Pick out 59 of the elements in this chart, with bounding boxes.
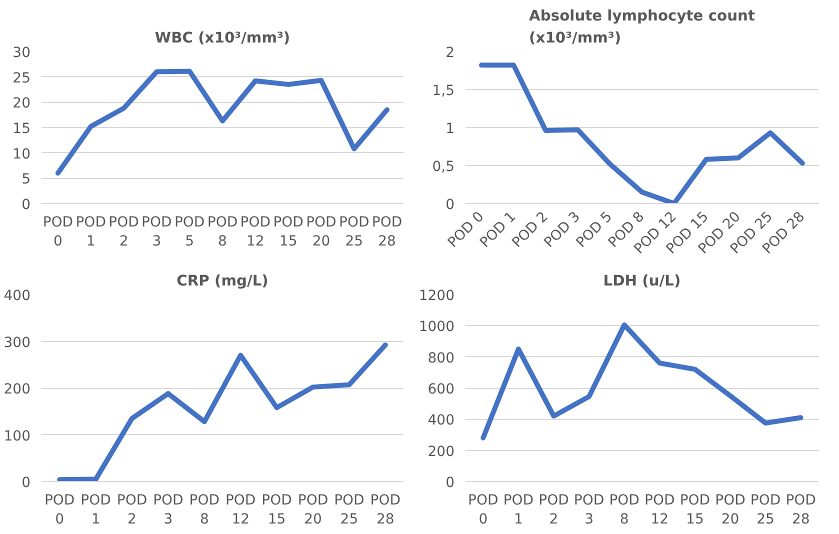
x-tick-label: POD 1 — [503, 492, 534, 528]
y-tick-label: 0 — [22, 197, 31, 213]
y-tick-label: 400 — [428, 412, 455, 429]
x-tick-label: POD 5 — [174, 214, 205, 250]
x-tick-label: POD 3 — [142, 214, 172, 250]
chart-title: WBC (x10³/mm³) — [154, 30, 290, 46]
x-tick-label: POD 2 — [538, 492, 569, 528]
x-tick-label: POD 0 — [42, 214, 74, 250]
y-tick-label: 30 — [12, 45, 31, 61]
x-tick-label: POD 12 — [225, 492, 256, 528]
x-tick-label: POD 8 — [189, 492, 220, 528]
x-tick-label: POD 0 — [44, 492, 75, 528]
x-tick-label: POD 3 — [574, 492, 604, 528]
x-tick-label: POD 15 — [273, 214, 304, 250]
y-tick-label: 2 — [446, 45, 455, 61]
x-tick-label: POD 25 — [334, 492, 364, 528]
y-tick-label: 15 — [12, 121, 31, 137]
x-tick-label: POD 8 — [609, 492, 640, 528]
x-tick-label: POD 15 — [262, 492, 292, 528]
x-tick-label: POD 28 — [370, 492, 401, 528]
x-tick-label: POD 20 — [715, 492, 746, 528]
y-tick-label: 800 — [428, 350, 455, 366]
y-tick-label: 20 — [12, 96, 31, 112]
x-tick-label: POD 25 — [339, 214, 370, 250]
y-tick-label: 600 — [428, 382, 455, 398]
x-tick-label: POD 20 — [298, 492, 328, 528]
chart-title: LDH (u/L) — [603, 272, 681, 290]
y-tick-label: 25 — [12, 70, 31, 86]
x-tick-label: POD 3 — [153, 492, 184, 528]
y-tick-label: 1000 — [418, 319, 455, 336]
y-tick-label: 5 — [22, 172, 31, 188]
y-tick-label: 10 — [12, 146, 31, 162]
y-tick-label: 0,5 — [432, 159, 454, 175]
y-tick-label: 300 — [4, 334, 31, 351]
y-tick-label: 1200 — [418, 288, 455, 304]
x-tick-label: POD 20 — [306, 214, 336, 250]
y-tick-label: 100 — [4, 428, 31, 444]
y-tick-label: 1 — [446, 121, 455, 137]
x-tick-label: POD 28 — [372, 214, 402, 250]
x-tick-label: POD 12 — [240, 214, 271, 250]
y-tick-label: 200 — [4, 382, 31, 398]
x-tick-label: POD 1 — [76, 214, 106, 250]
y-tick-label: 0 — [446, 197, 455, 213]
y-tick-label: 0 — [446, 475, 455, 491]
x-tick-label: POD 2 — [116, 492, 148, 528]
y-tick-label: 0 — [22, 475, 31, 491]
x-tick-label: POD 15 — [680, 492, 710, 528]
x-tick-label: POD 1 — [80, 492, 111, 528]
x-tick-label: POD 12 — [644, 492, 675, 528]
y-tick-label: 400 — [4, 288, 31, 304]
x-tick-label: POD 0 — [468, 492, 498, 528]
x-tick-label: POD 28 — [786, 492, 816, 528]
x-tick-label: POD 25 — [750, 492, 781, 528]
chart-title: CRP (mg/L) — [176, 272, 268, 290]
y-tick-label: 200 — [428, 444, 455, 460]
x-tick-label: POD 2 — [108, 214, 139, 250]
chart-title: Absolute lymphocyte count (x10³/mm³) — [529, 7, 755, 46]
y-tick-label: 1,5 — [432, 83, 454, 99]
x-tick-label: POD 8 — [207, 214, 238, 250]
